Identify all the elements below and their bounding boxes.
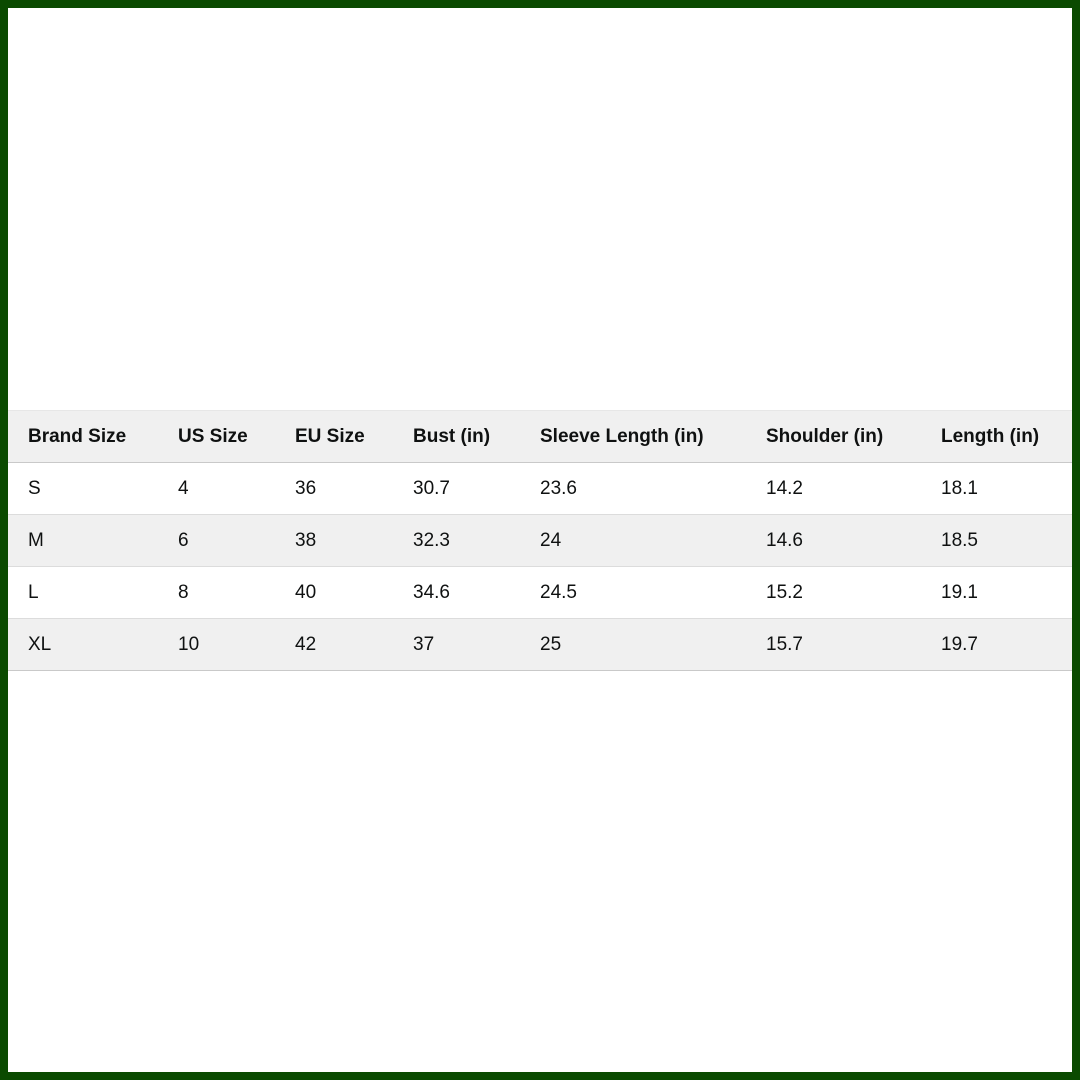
column-header: Shoulder (in) (766, 425, 884, 447)
size-cell: 37 (413, 633, 435, 655)
size-cell: 14.6 (766, 529, 803, 551)
column-header: Length (in) (941, 425, 1040, 447)
size-cell: 40 (295, 581, 317, 603)
header-row: Brand Size US Size EU Size Bust (in) Sleeve … (8, 410, 1072, 463)
brand-size-cell: XL (28, 633, 52, 655)
size-cell: 24 (540, 529, 562, 551)
column-header: Brand Size (28, 425, 127, 447)
size-cell: 19.7 (941, 633, 978, 655)
size-cell: 15.2 (766, 581, 803, 603)
size-row: M 6 38 32.3 24 14.6 18.5 (8, 514, 1072, 567)
size-cell: 32.3 (413, 529, 450, 551)
size-cell: 4 (178, 477, 189, 499)
size-cell: 18.5 (941, 529, 978, 551)
brand-size-cell: L (28, 581, 39, 603)
size-chart-header: Brand Size US Size EU Size Bust (in) Sleeve … (8, 410, 1072, 463)
size-cell: 15.7 (766, 633, 803, 655)
size-cell: 10 (178, 633, 200, 655)
size-cell: 24.5 (540, 581, 577, 603)
size-cell: 18.1 (941, 477, 978, 499)
column-header: EU Size (295, 425, 365, 447)
size-cell: 38 (295, 529, 317, 551)
size-cell: 14.2 (766, 477, 803, 499)
size-cell: 19.1 (941, 581, 978, 603)
size-cell: 23.6 (540, 477, 577, 499)
size-cell: 30.7 (413, 477, 450, 499)
size-chart-table: Brand Size US Size EU Size Bust (in) Sleeve … (8, 410, 1072, 671)
column-header: Bust (in) (413, 425, 491, 447)
column-header: Sleeve Length (in) (540, 425, 704, 447)
brand-size-cell: M (28, 529, 44, 551)
size-cell: 6 (178, 529, 189, 551)
column-header: US Size (178, 425, 248, 447)
brand-size-cell: S (28, 477, 41, 499)
size-row: L 8 40 34.6 24.5 15.2 19.1 (8, 566, 1072, 619)
size-row: XL 10 42 37 25 15.7 19.7 (8, 618, 1072, 671)
size-row: S 4 36 30.7 23.6 14.2 18.1 (8, 462, 1072, 515)
size-cell: 34.6 (413, 581, 450, 603)
size-chart-body: S 4 36 30.7 23.6 14.2 18.1 M 6 38 32.3 24 14.6 18.5 L 8… (8, 462, 1072, 671)
size-cell: 36 (295, 477, 317, 499)
size-cell: 42 (295, 633, 317, 655)
size-chart-container: Brand Size US Size EU Size Bust (in) Sleeve … (8, 410, 1072, 671)
size-cell: 25 (540, 633, 562, 655)
size-cell: 8 (178, 581, 189, 603)
